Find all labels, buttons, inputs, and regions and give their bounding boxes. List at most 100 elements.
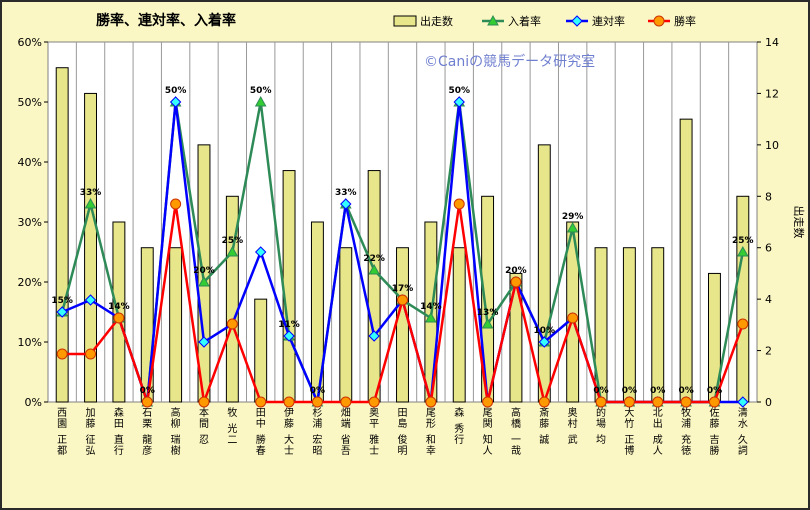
category-label: 牧 光二 <box>227 406 237 446</box>
marker-triangle <box>368 263 380 275</box>
category-label: 森 秀行 <box>454 406 464 446</box>
marker-circle <box>737 318 749 330</box>
marker-circle <box>708 396 720 408</box>
y-left-tick-label: 30% <box>18 216 42 229</box>
category-label: 森田 直行 <box>114 406 124 457</box>
y-left-tick-label: 60% <box>18 36 42 49</box>
bar <box>169 247 183 403</box>
marker-circle <box>255 396 267 408</box>
marker-triangle <box>254 95 267 107</box>
category-label: 斎藤 誠 <box>539 406 549 446</box>
chart-title: 勝率、連対率、入着率 <box>96 12 236 29</box>
category-label: 大竹 正博 <box>624 406 634 457</box>
category-label: 北出 成人 <box>653 407 663 457</box>
marker-circle <box>652 396 664 408</box>
bar <box>396 247 409 403</box>
y-right-tick-label: 6 <box>765 242 772 255</box>
data-label: 33% <box>335 188 357 198</box>
marker-diamond <box>737 396 749 408</box>
category-label: 田中 勝春 <box>256 408 266 457</box>
data-label: 0% <box>140 386 155 396</box>
y-right-tick-label: 10 <box>765 139 779 152</box>
marker-diamond <box>283 330 295 342</box>
marker-triangle <box>84 197 97 209</box>
y-left-tick-label: 50% <box>18 96 42 109</box>
bar <box>225 195 239 403</box>
marker-circle <box>482 396 494 408</box>
category-label: 加藤 征弘 <box>86 407 96 457</box>
category-label: 西園 正都 <box>57 408 67 457</box>
data-label: 14% <box>108 302 130 312</box>
marker-circle <box>538 396 550 408</box>
marker-circle <box>453 198 465 210</box>
marker-diamond <box>198 336 210 348</box>
marker-triangle <box>226 245 239 257</box>
data-label: 25% <box>732 236 754 246</box>
marker-circle <box>56 348 68 360</box>
data-label: 50% <box>448 86 470 96</box>
data-label: 20% <box>193 266 215 276</box>
marker-diamond <box>84 294 97 306</box>
marker-circle <box>85 348 97 360</box>
marker-diamond <box>453 96 465 108</box>
marker-diamond <box>538 336 551 348</box>
data-label: 15% <box>51 296 73 306</box>
data-label: 33% <box>80 188 102 198</box>
data-label: 0% <box>678 386 693 396</box>
bar <box>55 67 69 403</box>
category-label: 本間 忍 <box>199 406 209 446</box>
data-label: 0% <box>593 386 608 396</box>
marker-circle <box>283 396 295 408</box>
data-label: 50% <box>250 86 272 96</box>
bar <box>367 170 381 403</box>
category-label: 尾形 和幸 <box>426 407 436 457</box>
data-label: 0% <box>650 386 665 396</box>
marker-circle <box>226 318 238 330</box>
marker-circle <box>653 15 665 27</box>
marker-circle <box>397 294 408 306</box>
category-label: 佐藤 吉勝 <box>709 407 719 457</box>
category-label: 杉浦 宏昭 <box>312 406 322 457</box>
legend-label: 連対率 <box>592 14 625 28</box>
marker-diamond <box>368 330 380 342</box>
category-label: 的場 均 <box>596 406 606 446</box>
bar <box>622 247 636 403</box>
marker-circle <box>198 396 210 408</box>
marker-circle <box>567 312 579 324</box>
y-right-tick-label: 14 <box>765 36 779 49</box>
marker-triangle <box>198 275 210 287</box>
data-label: 13% <box>477 308 499 318</box>
y-right-axis-label: 出走数 <box>792 206 806 239</box>
y-left-tick-label: 40% <box>18 156 42 169</box>
category-label: 奥平 雅士 <box>369 406 379 457</box>
data-label: 10% <box>534 326 556 336</box>
data-label: 0% <box>310 386 325 396</box>
legend-swatch <box>393 15 417 27</box>
category-label: 高橋 一哉 <box>511 406 521 457</box>
marker-diamond <box>56 306 68 318</box>
data-label: 20% <box>505 266 527 276</box>
watermark: ©Caniの競馬データ研究室 <box>424 53 595 70</box>
category-label: 高柳 瑞樹 <box>171 406 181 457</box>
data-label: 11% <box>278 320 300 330</box>
bar <box>254 298 268 403</box>
y-right-tick-label: 4 <box>765 293 772 306</box>
category-label: 奥村 武 <box>568 406 578 446</box>
legend-label: 入着率 <box>508 14 541 28</box>
data-label: 17% <box>392 284 414 294</box>
bar <box>84 92 97 403</box>
category-label: 石栗 龍彦 <box>142 408 152 457</box>
data-label: 22% <box>363 254 385 264</box>
y-right-tick-label: 12 <box>765 87 779 100</box>
marker-triangle <box>736 245 749 257</box>
data-label: 0% <box>707 386 722 396</box>
marker-circle <box>141 396 153 408</box>
marker-circle <box>113 312 125 324</box>
category-label: 尾関 知人 <box>483 407 493 457</box>
data-label: 29% <box>562 212 584 222</box>
y-left-tick-label: 0% <box>25 396 42 409</box>
legend-label: 勝率 <box>674 14 696 28</box>
y-right-tick-label: 0 <box>765 396 772 409</box>
marker-circle <box>368 396 380 408</box>
